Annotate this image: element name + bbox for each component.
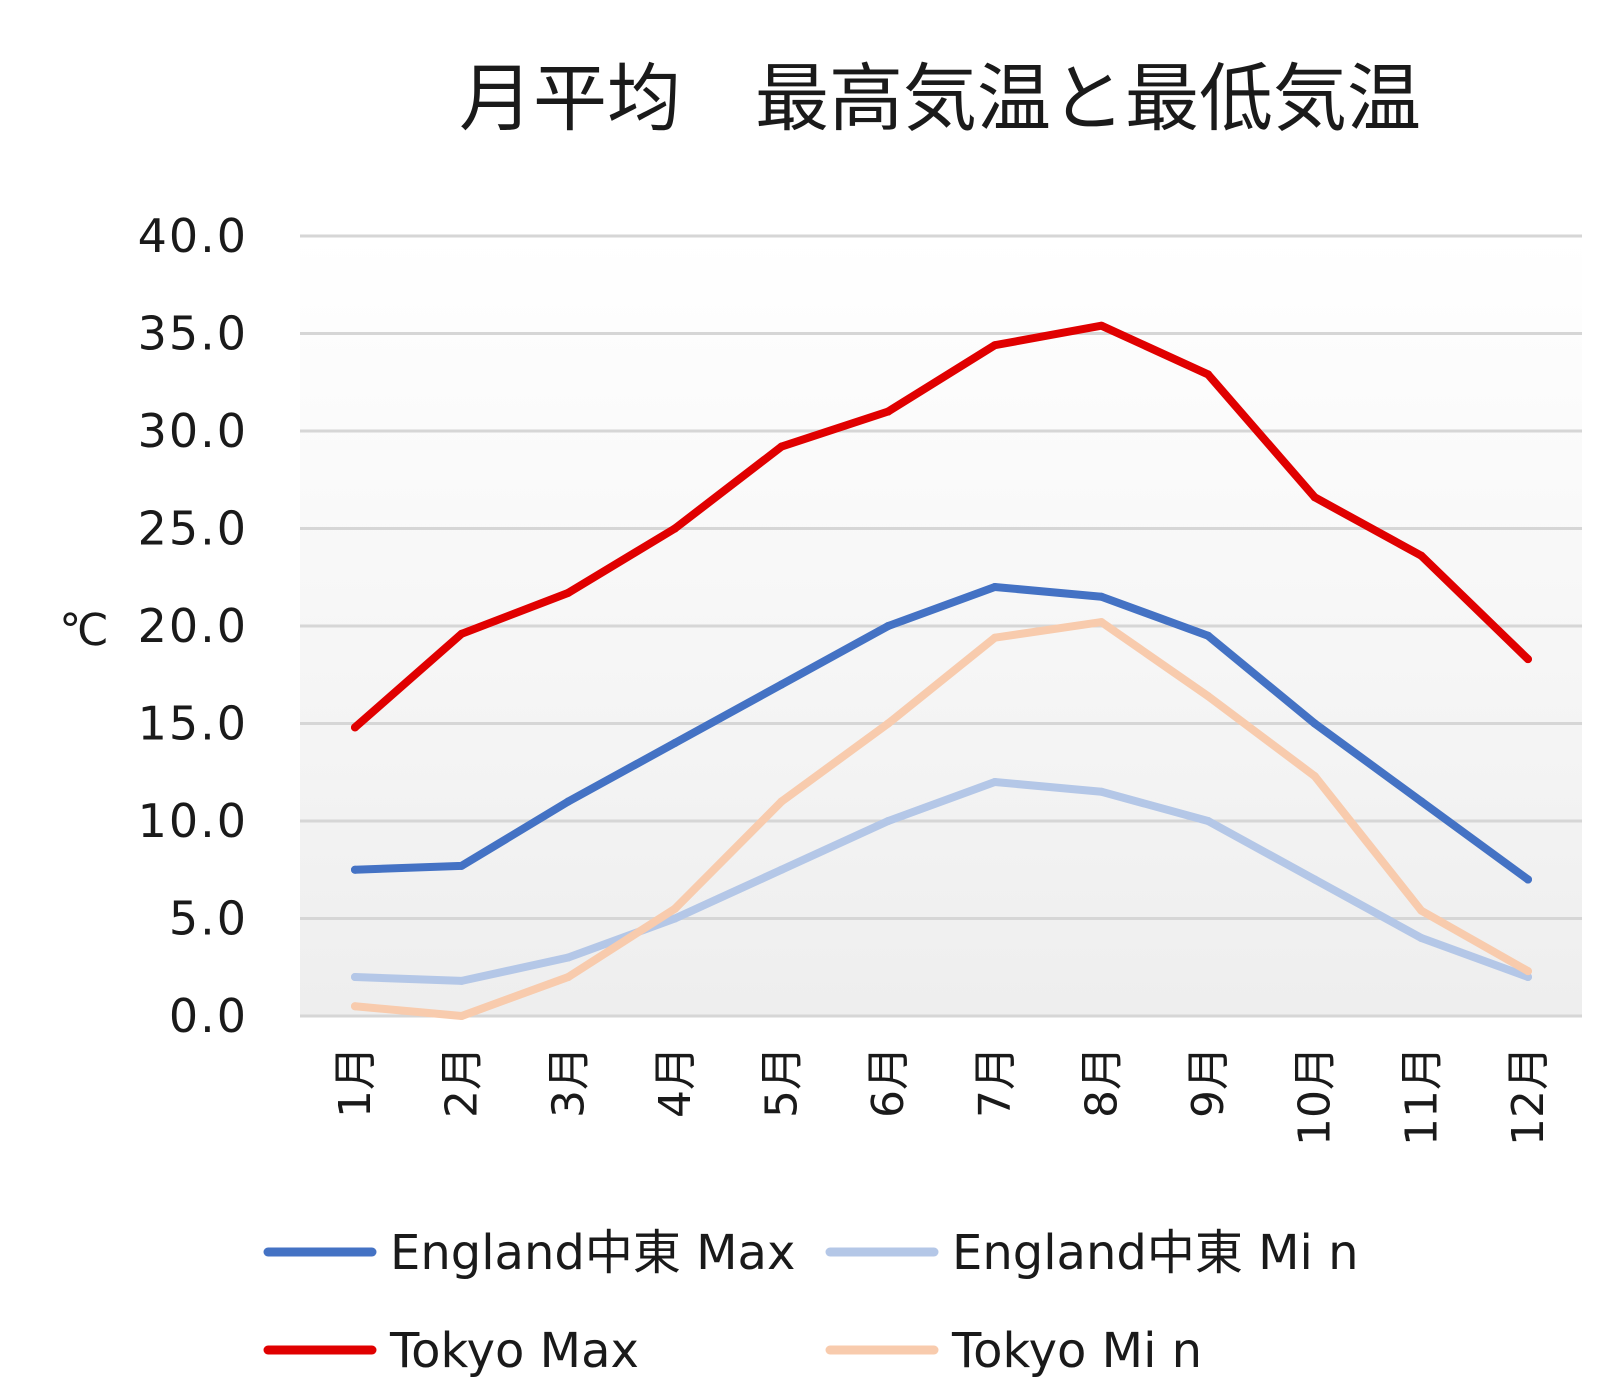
gridlines — [300, 234, 1582, 1018]
x-tick-label: 12月 — [1503, 1046, 1554, 1146]
y-tick-label: 5.0 — [169, 892, 248, 946]
data-point — [1310, 772, 1319, 781]
chart-title: 月平均 最高気温と最低気温 — [459, 56, 1421, 142]
data-point — [564, 953, 573, 962]
x-tick-label: 1月 — [330, 1046, 381, 1118]
y-tick-label: 30.0 — [138, 404, 248, 458]
data-point — [1097, 321, 1106, 330]
data-point — [1417, 551, 1426, 560]
data-point — [1310, 719, 1319, 728]
series-line — [351, 583, 1532, 884]
data-point — [457, 629, 466, 638]
y-tick-label: 0.0 — [169, 989, 248, 1043]
series-lines — [351, 321, 1532, 1020]
data-point — [351, 1002, 359, 1011]
data-point — [670, 904, 679, 913]
legend-item: Tokyo Max — [263, 1323, 639, 1379]
y-axis-ticks: 0.0 5.0 10.0 15.0 20.0 25.0 30.0 35.0 40.0 — [138, 209, 248, 1043]
data-point — [1417, 934, 1426, 942]
x-tick-label: 9月 — [1183, 1046, 1234, 1118]
series-line — [351, 778, 1532, 985]
data-point — [1204, 817, 1213, 825]
data-point — [884, 622, 893, 630]
data-point — [777, 442, 786, 451]
legend-label: Tokyo Mi n — [951, 1323, 1202, 1379]
data-point — [1524, 967, 1532, 976]
x-tick-label: 4月 — [650, 1046, 701, 1118]
data-point — [1204, 370, 1213, 379]
data-point — [670, 739, 679, 747]
y-tick-label: 25.0 — [138, 502, 248, 556]
x-tick-label: 5月 — [757, 1046, 808, 1118]
data-point — [777, 865, 786, 874]
data-point — [777, 680, 786, 689]
data-point — [990, 583, 999, 591]
data-point — [884, 817, 893, 825]
data-point — [670, 524, 679, 533]
series-2 — [351, 321, 1532, 732]
data-point — [1417, 906, 1426, 915]
y-tick-label: 10.0 — [138, 794, 248, 848]
x-axis-ticks: 1月 2月 3月 4月 5月 6月 7月 8月 9月 10月 11月 12月 — [330, 1046, 1554, 1146]
data-point — [1524, 973, 1532, 981]
data-point — [564, 797, 573, 806]
y-tick-label: 40.0 — [138, 209, 248, 263]
data-point — [564, 588, 573, 597]
series-line — [351, 618, 1532, 1020]
series-1 — [351, 778, 1532, 985]
data-point — [1417, 797, 1426, 806]
data-point — [564, 973, 573, 981]
x-tick-label: 6月 — [863, 1046, 914, 1118]
data-point — [670, 914, 679, 923]
data-point — [1310, 875, 1319, 884]
x-tick-label: 7月 — [970, 1046, 1021, 1118]
legend-item: England中東 Mi n — [825, 1225, 1359, 1281]
data-point — [990, 633, 999, 642]
data-point — [457, 1012, 466, 1020]
legend-label: England中東 Mi n — [952, 1225, 1359, 1281]
y-axis-label: ℃ — [59, 605, 108, 656]
data-point — [457, 976, 466, 985]
data-point — [1310, 493, 1319, 502]
data-point — [351, 973, 359, 981]
data-point — [1097, 592, 1106, 601]
series-line — [351, 321, 1532, 732]
y-tick-label: 20.0 — [138, 599, 248, 653]
data-point — [777, 797, 786, 806]
data-point — [1097, 618, 1106, 627]
data-point — [1524, 655, 1532, 664]
x-tick-label: 8月 — [1076, 1046, 1127, 1118]
legend-item: England中東 Max — [263, 1225, 795, 1281]
legend-label: England中東 Max — [390, 1225, 795, 1281]
series-0 — [351, 583, 1532, 884]
x-tick-label: 2月 — [437, 1046, 488, 1118]
data-point — [1524, 875, 1532, 884]
series-3 — [351, 618, 1532, 1020]
data-point — [884, 407, 893, 416]
legend-label: Tokyo Max — [389, 1323, 639, 1379]
data-point — [1204, 692, 1213, 701]
legend-item: Tokyo Mi n — [825, 1323, 1202, 1379]
data-point — [884, 719, 893, 728]
y-tick-label: 15.0 — [138, 697, 248, 751]
x-tick-label: 11月 — [1396, 1046, 1447, 1146]
data-point — [351, 723, 359, 732]
legend: England中東 Max England中東 Mi n Tokyo Max Toky… — [263, 1225, 1359, 1379]
data-point — [351, 865, 359, 874]
x-tick-label: 10月 — [1290, 1046, 1341, 1146]
data-point — [1097, 787, 1106, 796]
y-tick-label: 35.0 — [138, 307, 248, 361]
data-point — [457, 861, 466, 870]
x-tick-label: 3月 — [543, 1046, 594, 1118]
data-point — [990, 778, 999, 786]
data-point — [1204, 631, 1213, 640]
data-point — [990, 341, 999, 350]
